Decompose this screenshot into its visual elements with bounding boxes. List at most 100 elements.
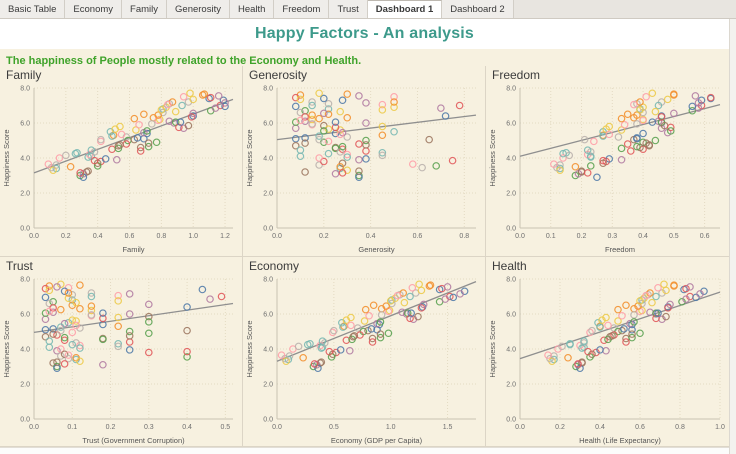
- data-point[interactable]: [41, 284, 50, 292]
- data-point[interactable]: [328, 328, 337, 336]
- data-point[interactable]: [189, 109, 198, 118]
- data-point[interactable]: [53, 330, 61, 339]
- data-point[interactable]: [571, 162, 580, 171]
- data-point[interactable]: [144, 142, 153, 151]
- data-point[interactable]: [663, 95, 672, 104]
- data-point[interactable]: [99, 335, 107, 343]
- data-point[interactable]: [211, 104, 220, 112]
- data-point[interactable]: [60, 286, 69, 295]
- data-point[interactable]: [324, 125, 333, 133]
- data-point[interactable]: [320, 338, 329, 347]
- data-point[interactable]: [586, 153, 595, 161]
- data-point[interactable]: [596, 345, 604, 354]
- data-point[interactable]: [636, 106, 644, 114]
- data-point[interactable]: [284, 355, 293, 363]
- data-point[interactable]: [294, 342, 303, 350]
- data-point[interactable]: [626, 147, 635, 155]
- data-point[interactable]: [320, 127, 328, 135]
- data-point[interactable]: [53, 357, 61, 366]
- data-point[interactable]: [559, 154, 567, 162]
- data-point[interactable]: [186, 89, 194, 98]
- data-point[interactable]: [642, 139, 650, 147]
- data-point[interactable]: [97, 135, 105, 144]
- data-point[interactable]: [130, 114, 139, 123]
- data-point[interactable]: [600, 335, 608, 344]
- data-point[interactable]: [296, 152, 305, 161]
- data-point[interactable]: [87, 292, 96, 300]
- data-point[interactable]: [441, 112, 450, 120]
- data-point[interactable]: [296, 108, 305, 117]
- data-point[interactable]: [317, 343, 326, 352]
- data-point[interactable]: [443, 282, 452, 291]
- data-point[interactable]: [87, 301, 96, 310]
- data-point[interactable]: [398, 307, 406, 316]
- data-point[interactable]: [277, 350, 286, 359]
- data-point[interactable]: [608, 331, 616, 340]
- data-point[interactable]: [72, 298, 80, 306]
- data-point[interactable]: [90, 156, 99, 165]
- data-point[interactable]: [114, 321, 122, 330]
- data-point[interactable]: [64, 350, 73, 359]
- data-point[interactable]: [178, 101, 186, 110]
- data-point[interactable]: [639, 129, 647, 138]
- data-point[interactable]: [136, 147, 145, 155]
- data-point[interactable]: [68, 315, 77, 324]
- data-point[interactable]: [76, 169, 84, 177]
- data-point[interactable]: [593, 173, 601, 182]
- data-point[interactable]: [377, 310, 386, 319]
- data-point[interactable]: [189, 95, 198, 104]
- data-point[interactable]: [362, 155, 370, 163]
- data-point[interactable]: [60, 335, 69, 344]
- data-point[interactable]: [49, 307, 57, 316]
- data-point[interactable]: [198, 285, 207, 293]
- data-point[interactable]: [101, 155, 110, 163]
- data-point[interactable]: [64, 354, 73, 362]
- data-point[interactable]: [49, 329, 57, 338]
- data-point[interactable]: [623, 140, 632, 148]
- data-point[interactable]: [362, 147, 370, 155]
- data-point[interactable]: [343, 153, 352, 161]
- data-point[interactable]: [338, 96, 347, 105]
- data-point[interactable]: [214, 92, 223, 100]
- data-point[interactable]: [315, 89, 323, 98]
- data-point[interactable]: [136, 143, 145, 152]
- data-point[interactable]: [45, 299, 54, 307]
- data-point[interactable]: [578, 357, 586, 366]
- data-point[interactable]: [614, 316, 622, 325]
- data-point[interactable]: [406, 314, 414, 322]
- data-point[interactable]: [648, 89, 657, 98]
- data-point[interactable]: [60, 319, 69, 327]
- data-point[interactable]: [378, 122, 387, 131]
- data-point[interactable]: [636, 328, 644, 337]
- data-point[interactable]: [62, 151, 70, 160]
- data-point[interactable]: [291, 141, 300, 150]
- data-point[interactable]: [376, 329, 385, 338]
- data-point[interactable]: [41, 293, 50, 301]
- data-point[interactable]: [87, 146, 96, 154]
- data-point[interactable]: [448, 156, 457, 165]
- data-point[interactable]: [596, 322, 604, 331]
- data-point[interactable]: [56, 351, 65, 360]
- data-point[interactable]: [112, 155, 121, 164]
- tab-family[interactable]: Family: [122, 0, 168, 18]
- data-point[interactable]: [614, 133, 623, 141]
- data-point[interactable]: [291, 102, 300, 111]
- data-point[interactable]: [666, 123, 675, 132]
- data-point[interactable]: [56, 326, 65, 334]
- data-point[interactable]: [418, 163, 426, 172]
- data-point[interactable]: [320, 94, 328, 103]
- data-point[interactable]: [408, 283, 417, 292]
- data-point[interactable]: [694, 99, 703, 107]
- data-point[interactable]: [654, 308, 662, 317]
- data-point[interactable]: [393, 291, 402, 299]
- data-point[interactable]: [206, 294, 214, 303]
- data-point[interactable]: [303, 340, 312, 348]
- data-point[interactable]: [145, 348, 153, 356]
- data-point[interactable]: [378, 100, 387, 109]
- data-point[interactable]: [145, 317, 153, 326]
- data-point[interactable]: [449, 293, 458, 301]
- data-point[interactable]: [148, 120, 156, 128]
- tab-health[interactable]: Health: [229, 0, 275, 18]
- data-point[interactable]: [636, 296, 644, 305]
- data-point[interactable]: [654, 283, 662, 292]
